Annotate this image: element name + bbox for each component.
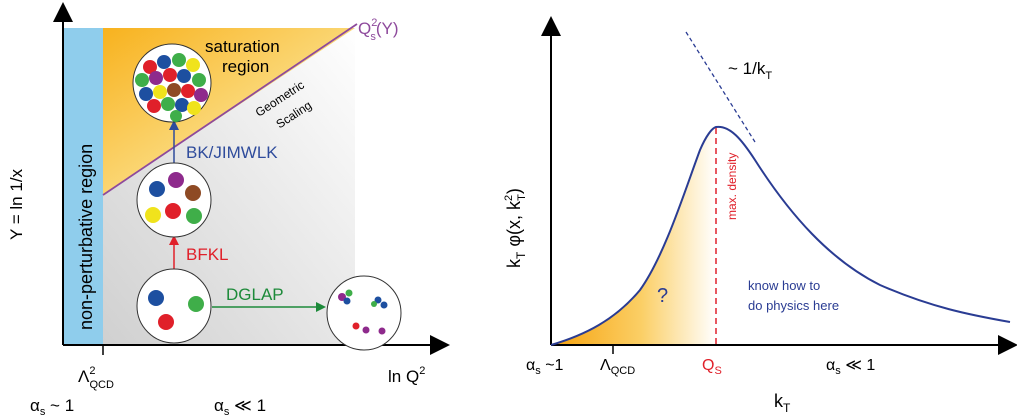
dense-parton-circle [132,43,212,123]
left-panel: Y = ln 1/x non-perturbative region satur… [7,2,450,418]
right-x-axis-label: kT [774,391,791,415]
dglap-label: DGLAP [226,285,284,304]
tick-alpha-high: αs ≪ 1 [826,357,875,377]
left-x-axis-label: ln Q2 [388,365,425,386]
unknown-region-fill [551,127,716,345]
know-how-label-2: do physics here [748,298,839,313]
dglap-arrow-head [316,302,326,312]
dilute-parton-circle [136,268,212,344]
saturation-label-2: region [222,57,269,76]
geometric-scaling-band [103,25,355,345]
tail-label: ~ 1/kT [728,59,772,82]
max-density-label: max. density [725,153,739,220]
nonperturbative-label: non-perturbative region [76,144,96,330]
know-how-label: know how to [748,278,820,293]
left-y-axis-label: Y = ln 1/x [7,168,26,240]
bk-label: BK/JIMWLK [186,143,278,162]
right-y-axis-label: kT φ(x, k2T) [503,188,528,268]
tick-alpha-low: αs ~1 [526,357,564,377]
tick-lambda-qcd: ΛQCD [600,357,635,377]
tail-asymptote [685,31,756,143]
nonperturbative-band [63,28,103,345]
saturation-line-label: Q2 s(Y) [358,17,399,43]
bfkl-label: BFKL [186,245,229,264]
alpha-high-label: αs ≪ 1 [214,396,266,418]
alpha-low-label: αs ~ 1 [30,396,74,418]
bfkl-arrow-head [169,235,179,245]
tick-qs: QS [702,357,722,377]
bfkl-parton-circle [136,162,212,238]
lambda-qcd-label: Λ2 QCD [78,365,114,391]
right-panel: max. density ? know how to do physics he… [503,16,1017,415]
question-mark: ? [657,285,668,307]
bk-arrow-head [169,120,179,130]
saturation-line [102,23,358,196]
saturation-label: saturation [205,37,280,56]
resolved-parton-circle [326,275,402,351]
distribution-curve [550,125,1011,346]
